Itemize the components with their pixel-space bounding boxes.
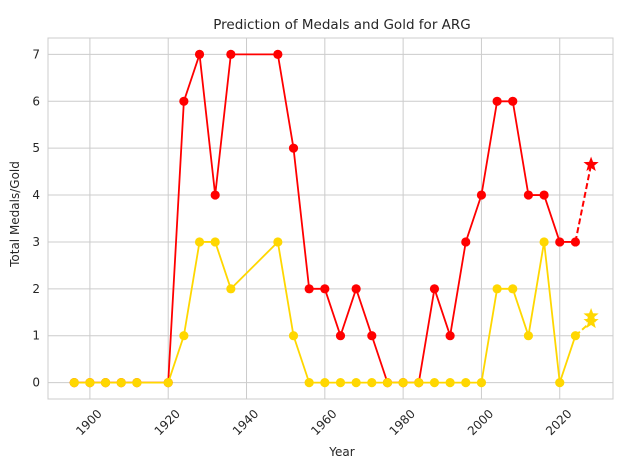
data-point — [335, 377, 346, 388]
y-tick-label: 0 — [32, 376, 40, 390]
data-point — [335, 331, 346, 341]
data-point — [194, 237, 205, 247]
data-point — [429, 377, 440, 388]
data-point — [461, 377, 471, 388]
data-point — [304, 377, 314, 388]
x-tick-label: 2020 — [543, 407, 574, 438]
data-point — [555, 237, 565, 247]
data-point — [492, 284, 502, 294]
y-tick-label: 7 — [32, 47, 40, 61]
data-point — [367, 377, 377, 388]
data-point — [320, 284, 330, 294]
plot-area — [47, 37, 614, 400]
data-point — [100, 377, 111, 388]
y-tick-label: 5 — [32, 141, 40, 155]
data-point — [116, 377, 126, 388]
x-tick-label: 1900 — [73, 407, 104, 438]
prediction-line — [574, 164, 593, 243]
prediction-2 — [583, 308, 599, 323]
data-point — [539, 190, 549, 200]
x-tick-label: 1920 — [152, 407, 183, 438]
series-layer — [69, 49, 599, 388]
chart-title: Prediction of Medals and Gold for ARG — [213, 17, 470, 33]
x-tick-label: 1940 — [230, 407, 261, 438]
data-point — [523, 190, 534, 200]
data-point — [132, 377, 142, 388]
data-point — [508, 96, 518, 106]
data-point — [85, 377, 95, 388]
data-point — [194, 49, 205, 60]
data-point — [476, 377, 487, 388]
data-point — [555, 377, 565, 388]
data-point — [273, 237, 283, 247]
prediction-star-marker — [583, 308, 599, 323]
data-point — [445, 331, 455, 341]
y-tick-label: 3 — [32, 235, 40, 249]
data-point — [288, 331, 299, 341]
x-tick-label: 1960 — [308, 407, 339, 438]
prediction-line — [574, 320, 592, 337]
data-point — [461, 237, 471, 247]
data-point — [539, 237, 549, 247]
data-point — [523, 331, 534, 341]
data-point — [367, 331, 377, 341]
data-point — [398, 377, 408, 388]
data-point — [445, 377, 455, 388]
data-point — [351, 377, 361, 388]
grid — [48, 38, 613, 399]
data-point — [179, 96, 189, 106]
prediction-star-marker — [583, 156, 599, 172]
data-point — [273, 49, 283, 60]
data-point — [163, 377, 173, 388]
data-point — [508, 284, 518, 294]
data-point — [351, 284, 361, 294]
data-point — [179, 331, 189, 341]
data-point — [492, 96, 502, 106]
data-point — [304, 284, 314, 294]
data-point — [429, 284, 440, 294]
x-tick-label: 2000 — [465, 407, 496, 438]
y-tick-label: 1 — [32, 329, 40, 343]
y-axis-label: Total Medals/Gold — [8, 161, 22, 268]
data-point — [414, 377, 424, 388]
y-tick-label: 2 — [32, 282, 40, 296]
data-point — [570, 237, 581, 247]
data-point — [476, 190, 487, 200]
data-point — [288, 143, 299, 153]
x-tick-label: 1980 — [386, 407, 417, 438]
series-1 — [69, 237, 581, 388]
data-point — [210, 237, 220, 247]
y-tick-label: 4 — [32, 188, 40, 202]
data-point — [69, 377, 79, 388]
prediction-0 — [574, 156, 599, 243]
data-point — [320, 377, 330, 388]
data-point — [210, 190, 220, 200]
data-point — [226, 49, 236, 60]
y-tick-label: 6 — [32, 94, 40, 108]
data-point — [226, 284, 236, 294]
x-axis-label: Year — [328, 445, 354, 459]
prediction-star-marker — [583, 313, 599, 329]
prediction-1 — [574, 313, 599, 337]
data-point — [382, 377, 393, 388]
